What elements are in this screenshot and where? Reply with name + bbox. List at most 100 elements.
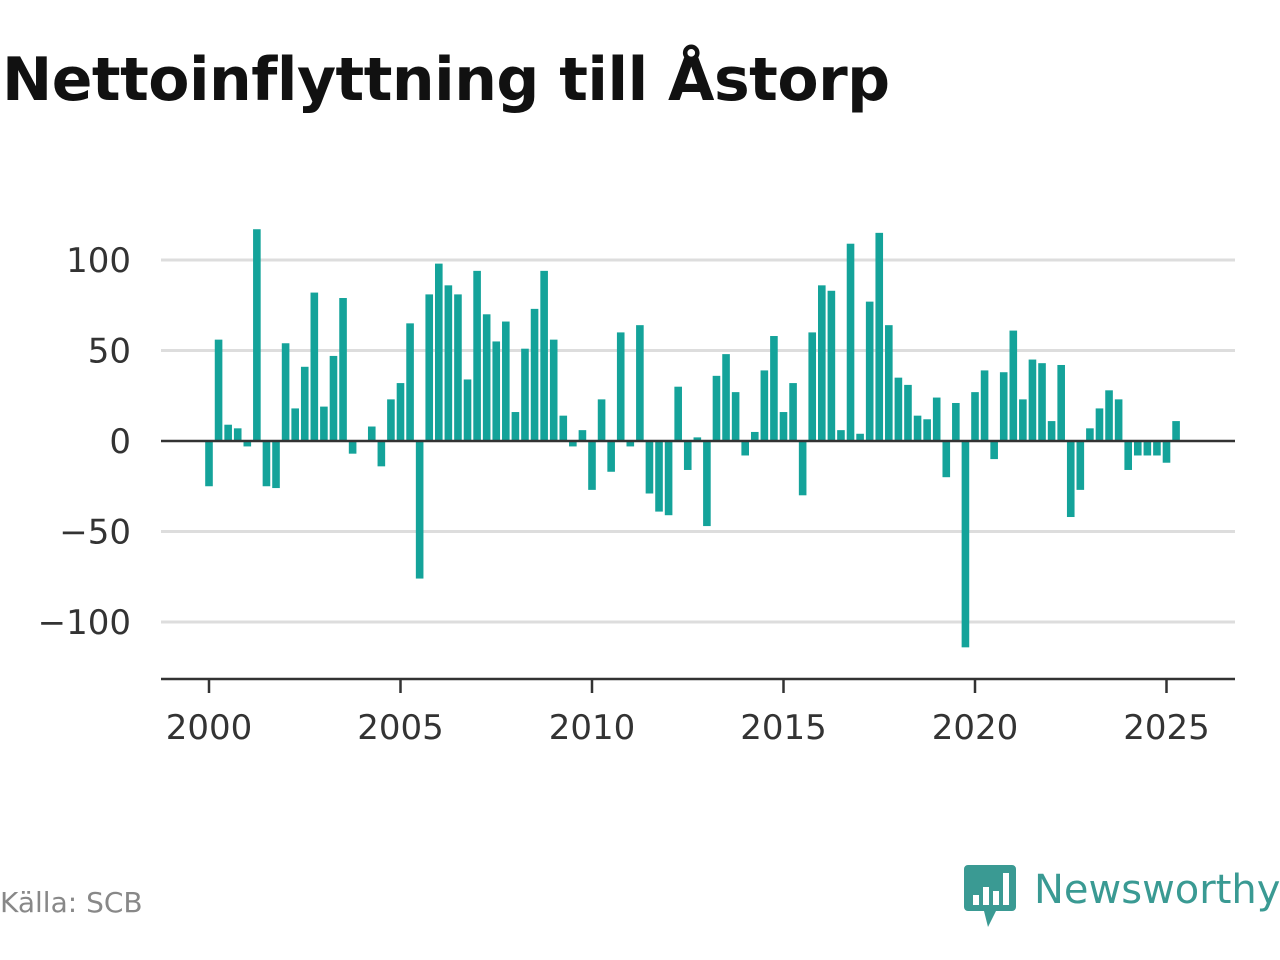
bar [473, 270, 481, 441]
bar [770, 336, 778, 441]
x-tick-label: 2010 [549, 708, 636, 748]
bar [367, 426, 376, 441]
bar [1057, 364, 1065, 441]
x-tick-label: 2005 [357, 708, 444, 748]
bar [607, 441, 615, 472]
bar [645, 441, 654, 494]
bar [444, 285, 453, 441]
bar [952, 402, 960, 441]
bar [377, 441, 386, 467]
bar [320, 406, 328, 441]
bar [463, 379, 472, 441]
bar [1105, 390, 1113, 441]
bar [683, 441, 692, 470]
y-tick-label: 50 [88, 332, 131, 372]
bar [779, 412, 788, 441]
x-tick-label: 2020 [932, 708, 1019, 748]
bar [837, 430, 845, 441]
bar [406, 323, 414, 441]
bar [904, 384, 912, 441]
bar [808, 332, 817, 441]
bar [502, 321, 510, 441]
bar [1047, 421, 1056, 441]
x-tick-labels: 2000 2005 2010 2015 2020 2025 [166, 708, 1210, 748]
bar [750, 431, 759, 441]
bar [597, 399, 606, 441]
bar [1076, 441, 1085, 490]
bar [741, 441, 749, 456]
bar [233, 428, 242, 441]
bar [1066, 441, 1075, 518]
bar [760, 370, 769, 441]
bar [291, 408, 299, 441]
bar [626, 441, 635, 447]
bar [1133, 441, 1142, 456]
bar [1038, 363, 1046, 441]
y-tick-label: 100 [66, 241, 131, 281]
bar [961, 441, 970, 648]
bar [569, 441, 577, 447]
bar [655, 441, 663, 512]
bar [339, 298, 347, 441]
bar [262, 441, 271, 487]
bar [693, 437, 702, 441]
bar [990, 441, 998, 460]
bar [1124, 441, 1132, 470]
source-label: Källa: SCB [0, 886, 143, 919]
bar [846, 243, 855, 441]
y-tick-label: −50 [59, 513, 131, 553]
bar [1009, 330, 1018, 441]
bar [875, 232, 884, 441]
bar [482, 314, 491, 441]
bar [674, 386, 682, 441]
x-tick-label: 2025 [1123, 708, 1210, 748]
bar [1028, 359, 1037, 441]
bar [1153, 441, 1161, 456]
bar [415, 441, 424, 579]
brand-logo[interactable]: Newsworthy [964, 864, 1280, 928]
bar [722, 354, 730, 441]
bar [999, 372, 1008, 441]
bar [913, 415, 922, 441]
axes [161, 439, 1235, 693]
bar [703, 441, 711, 527]
bar [942, 441, 951, 478]
brand-name: Newsworthy [1034, 867, 1280, 913]
bar [1019, 399, 1027, 441]
bar [329, 355, 338, 441]
bar [454, 294, 462, 441]
bar [731, 392, 740, 441]
y-tick-label: 0 [109, 422, 131, 462]
bar [616, 332, 625, 441]
bar [865, 301, 874, 441]
bar [980, 370, 989, 441]
bar [923, 419, 931, 441]
bar [511, 412, 520, 441]
bar [425, 294, 434, 441]
bar [1086, 428, 1094, 441]
bar [253, 229, 261, 441]
bar [521, 348, 529, 441]
bar [588, 441, 596, 490]
bar [1172, 421, 1180, 441]
bar [540, 270, 548, 441]
bar [387, 399, 395, 441]
bar [492, 341, 501, 441]
bar [300, 366, 309, 441]
bar [559, 415, 568, 441]
bar [932, 397, 941, 441]
bar [1162, 441, 1171, 463]
bar [435, 263, 443, 441]
bar [885, 325, 893, 441]
bar [1114, 399, 1123, 441]
bar [789, 383, 797, 441]
bar [243, 441, 252, 447]
bar [827, 290, 836, 441]
bar-chart-speech-bubble-icon [964, 865, 1016, 927]
bar [530, 308, 539, 441]
bar [272, 441, 280, 489]
bar [224, 424, 232, 441]
bar [712, 375, 721, 441]
x-tick-label: 2015 [740, 708, 827, 748]
